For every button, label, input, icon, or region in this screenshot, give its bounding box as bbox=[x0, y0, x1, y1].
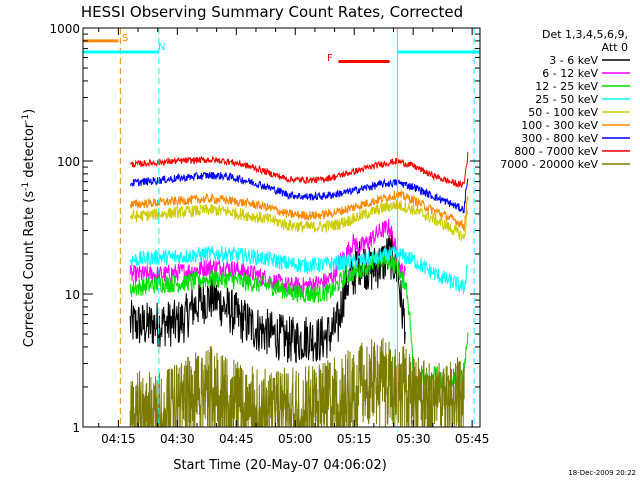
flag-n-label: N bbox=[158, 42, 165, 53]
footer-timestamp: 18-Dec-2009 20:22 bbox=[568, 469, 636, 477]
series-line-6 bbox=[129, 189, 469, 233]
legend-label-9: 7000 - 20000 keV bbox=[500, 158, 598, 171]
x-tick-label-7: 05:45 bbox=[455, 432, 490, 446]
x-tick-label-4: 05:00 bbox=[278, 432, 313, 446]
series-line-5 bbox=[129, 199, 469, 241]
x-tick-label-6: 05:30 bbox=[396, 432, 431, 446]
plot-area: S N N F 04:15 04:30 04:45 05:00 05:15 05:30 05:45… bbox=[0, 0, 489, 446]
y-tick-label-3: 100 bbox=[57, 155, 80, 169]
flag-f-label: F bbox=[327, 53, 333, 64]
x-tick-label-3: 04:45 bbox=[219, 432, 254, 446]
x-axis-label: Start Time (20-May-07 04:06:02) bbox=[173, 458, 387, 473]
y-axis-label-sup2: -1 bbox=[21, 114, 31, 123]
tick-layer: 04:15 04:30 04:45 05:00 05:15 05:30 05:45 1 10 10… bbox=[49, 22, 489, 446]
series-line-7 bbox=[130, 171, 469, 214]
legend-header-2: Att 0 bbox=[602, 41, 628, 54]
x-tick-label-2: 04:30 bbox=[160, 432, 195, 446]
series-line-4 bbox=[129, 245, 469, 295]
x-tick-label-1: 04:15 bbox=[101, 432, 136, 446]
series-line-3 bbox=[129, 251, 469, 394]
y-tick-label-2: 10 bbox=[65, 288, 80, 302]
legend-label-8: 800 - 7000 keV bbox=[514, 145, 598, 158]
legend-label-6: 100 - 300 keV bbox=[521, 119, 598, 132]
annotation-layer: S N N F bbox=[0, 0, 480, 427]
y-axis-label: Corrected Count Rate (s-1 detector-1) bbox=[21, 109, 37, 347]
legend-label-5: 50 - 100 keV bbox=[528, 106, 598, 119]
y-tick-label-4: 1000 bbox=[49, 22, 80, 36]
series-line-8 bbox=[130, 151, 469, 189]
plot-frame bbox=[82, 27, 481, 428]
legend-label-7: 300 - 800 keV bbox=[521, 132, 598, 145]
y-axis-label-end: ) bbox=[22, 109, 37, 114]
series-line-2 bbox=[129, 218, 406, 295]
series-line-1 bbox=[129, 234, 406, 363]
x-tick-label-5: 05:15 bbox=[337, 432, 372, 446]
y-tick-label-1: 1 bbox=[72, 421, 80, 435]
legend-label-2: 6 - 12 keV bbox=[542, 67, 598, 80]
series-layer bbox=[129, 151, 469, 429]
y-axis-label-sup1: -1 bbox=[21, 182, 31, 191]
legend-header-1: Det 1,3,4,5,6,9, bbox=[542, 28, 628, 41]
flag-s-label: S bbox=[122, 33, 128, 44]
y-axis-label-mid: detector bbox=[22, 122, 37, 182]
legend-label-3: 12 - 25 keV bbox=[535, 80, 598, 93]
y-axis-label-main: Corrected Count Rate (s bbox=[22, 191, 37, 348]
legend-label-4: 25 - 50 keV bbox=[535, 93, 598, 106]
series-line-9 bbox=[129, 337, 465, 429]
chart-title: HESSI Observing Summary Count Rates, Cor… bbox=[81, 3, 463, 21]
legend-label-1: 3 - 6 keV bbox=[549, 54, 598, 67]
flag-n-label: N bbox=[0, 0, 7, 3]
